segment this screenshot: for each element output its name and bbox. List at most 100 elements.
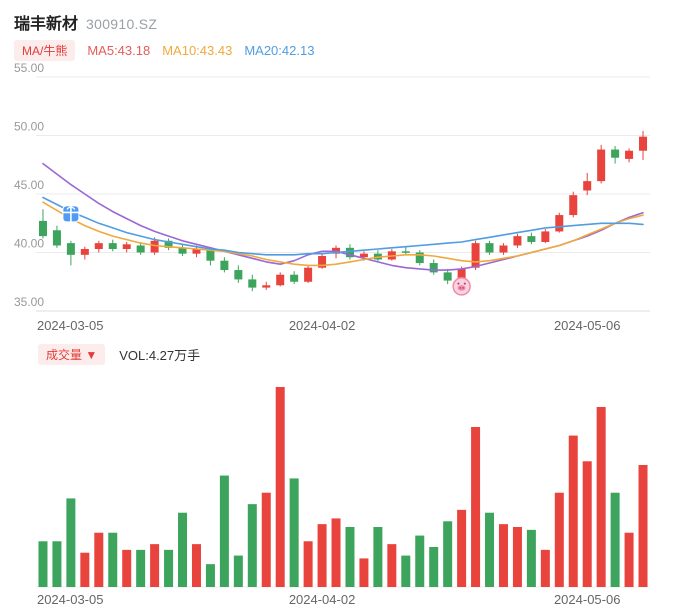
volume-bar[interactable] (540, 549, 550, 587)
candle[interactable] (485, 243, 494, 253)
candle[interactable] (345, 247, 354, 258)
price-chart[interactable]: 55.00 50.00 45.00 40.00 35.00 (0, 63, 686, 315)
candle[interactable] (248, 279, 257, 288)
volume-bar[interactable] (498, 524, 508, 587)
candle[interactable] (136, 245, 145, 253)
candle[interactable] (178, 247, 187, 254)
volume-bar[interactable] (387, 544, 397, 587)
candle[interactable] (80, 248, 89, 255)
volume-bar[interactable] (94, 532, 104, 587)
volume-bar[interactable] (303, 541, 313, 587)
stock-code: 300910.SZ (86, 16, 158, 32)
candle[interactable] (66, 243, 75, 255)
volume-bar[interactable] (247, 504, 257, 587)
volume-bar[interactable] (52, 541, 62, 587)
volume-bars[interactable] (36, 387, 650, 588)
volume-bar[interactable] (401, 555, 411, 587)
y-axis-label: 40.00 (14, 237, 44, 251)
candle[interactable] (38, 220, 47, 237)
candle[interactable] (415, 252, 424, 264)
volume-bar[interactable] (596, 407, 606, 587)
volume-bar[interactable] (457, 509, 467, 587)
candle[interactable] (555, 215, 564, 232)
candle[interactable] (583, 181, 592, 191)
candle[interactable] (108, 243, 117, 249)
volume-bar[interactable] (526, 529, 536, 587)
candles[interactable] (38, 130, 648, 292)
candle[interactable] (471, 243, 480, 268)
candle[interactable] (192, 248, 201, 254)
event-marker-pig[interactable] (452, 277, 471, 296)
volume-bar[interactable] (275, 387, 285, 587)
candle[interactable] (122, 244, 131, 249)
volume-bar[interactable] (261, 492, 271, 587)
volume-bar[interactable] (359, 558, 369, 587)
volume-bar[interactable] (624, 532, 634, 587)
candle[interactable] (625, 150, 634, 159)
candle[interactable] (429, 263, 438, 273)
candle[interactable] (401, 251, 410, 253)
volume-bar[interactable] (178, 512, 188, 587)
ma-line-MA20 (42, 196, 644, 256)
candle[interactable] (499, 245, 508, 253)
price-gridlines: 55.00 50.00 45.00 40.00 35.00 (14, 63, 650, 312)
event-marker-gift[interactable] (62, 205, 80, 223)
volume-bar[interactable] (568, 435, 578, 587)
volume-bar[interactable] (610, 492, 620, 587)
volume-bar[interactable] (485, 512, 495, 587)
candle[interactable] (276, 274, 285, 286)
candle[interactable] (359, 253, 368, 258)
volume-x-axis: 2024-03-05 2024-04-02 2024-05-06 (0, 589, 686, 606)
volume-bar[interactable] (80, 552, 90, 587)
candle[interactable] (304, 267, 313, 282)
volume-bar[interactable] (38, 541, 48, 587)
volume-bar[interactable] (150, 544, 160, 587)
volume-bar[interactable] (512, 527, 522, 587)
candle[interactable] (541, 231, 550, 242)
volume-bar[interactable] (471, 427, 481, 587)
candle[interactable] (220, 260, 229, 271)
candle[interactable] (443, 272, 452, 281)
candle[interactable] (318, 256, 327, 268)
volume-bar[interactable] (108, 532, 118, 587)
candle[interactable] (290, 274, 299, 282)
candle[interactable] (150, 240, 159, 253)
ma-legend-bar: MA/牛熊 MA5:43.18 MA10:43.43 MA20:42.13 (0, 34, 686, 63)
candle[interactable] (234, 270, 243, 280)
volume-chart[interactable] (0, 369, 686, 589)
candle[interactable] (513, 236, 522, 246)
candle[interactable] (164, 240, 173, 248)
volume-bar[interactable] (582, 461, 592, 587)
candle[interactable] (527, 236, 536, 242)
candle[interactable] (94, 243, 103, 249)
volume-bar[interactable] (429, 547, 439, 587)
volume-bar[interactable] (205, 564, 215, 587)
candle[interactable] (611, 149, 620, 158)
volume-bar[interactable] (191, 544, 201, 587)
volume-bar[interactable] (122, 549, 132, 587)
volume-bar[interactable] (638, 465, 648, 587)
volume-bar[interactable] (373, 527, 383, 587)
volume-bar[interactable] (554, 492, 564, 587)
volume-bar[interactable] (233, 555, 243, 587)
volume-bar[interactable] (331, 518, 341, 587)
ma-line-MA5 (42, 201, 644, 267)
volume-bar[interactable] (136, 549, 146, 587)
candle[interactable] (639, 136, 648, 151)
volume-bar[interactable] (415, 535, 425, 587)
candle[interactable] (206, 250, 215, 261)
ma-mode-selector[interactable]: MA/牛熊 (14, 40, 76, 61)
volume-bar[interactable] (66, 498, 76, 587)
volume-bar[interactable] (443, 521, 453, 587)
volume-indicator-selector[interactable]: 成交量 ▼ (38, 344, 106, 365)
volume-bar[interactable] (164, 549, 174, 587)
candle[interactable] (569, 195, 578, 216)
volume-bar[interactable] (345, 527, 355, 587)
candle[interactable] (457, 268, 466, 281)
volume-bar[interactable] (289, 478, 299, 587)
candle[interactable] (262, 285, 271, 288)
volume-bar[interactable] (317, 524, 327, 587)
candle[interactable] (597, 149, 606, 182)
volume-bar[interactable] (219, 475, 229, 587)
candle[interactable] (52, 230, 61, 246)
